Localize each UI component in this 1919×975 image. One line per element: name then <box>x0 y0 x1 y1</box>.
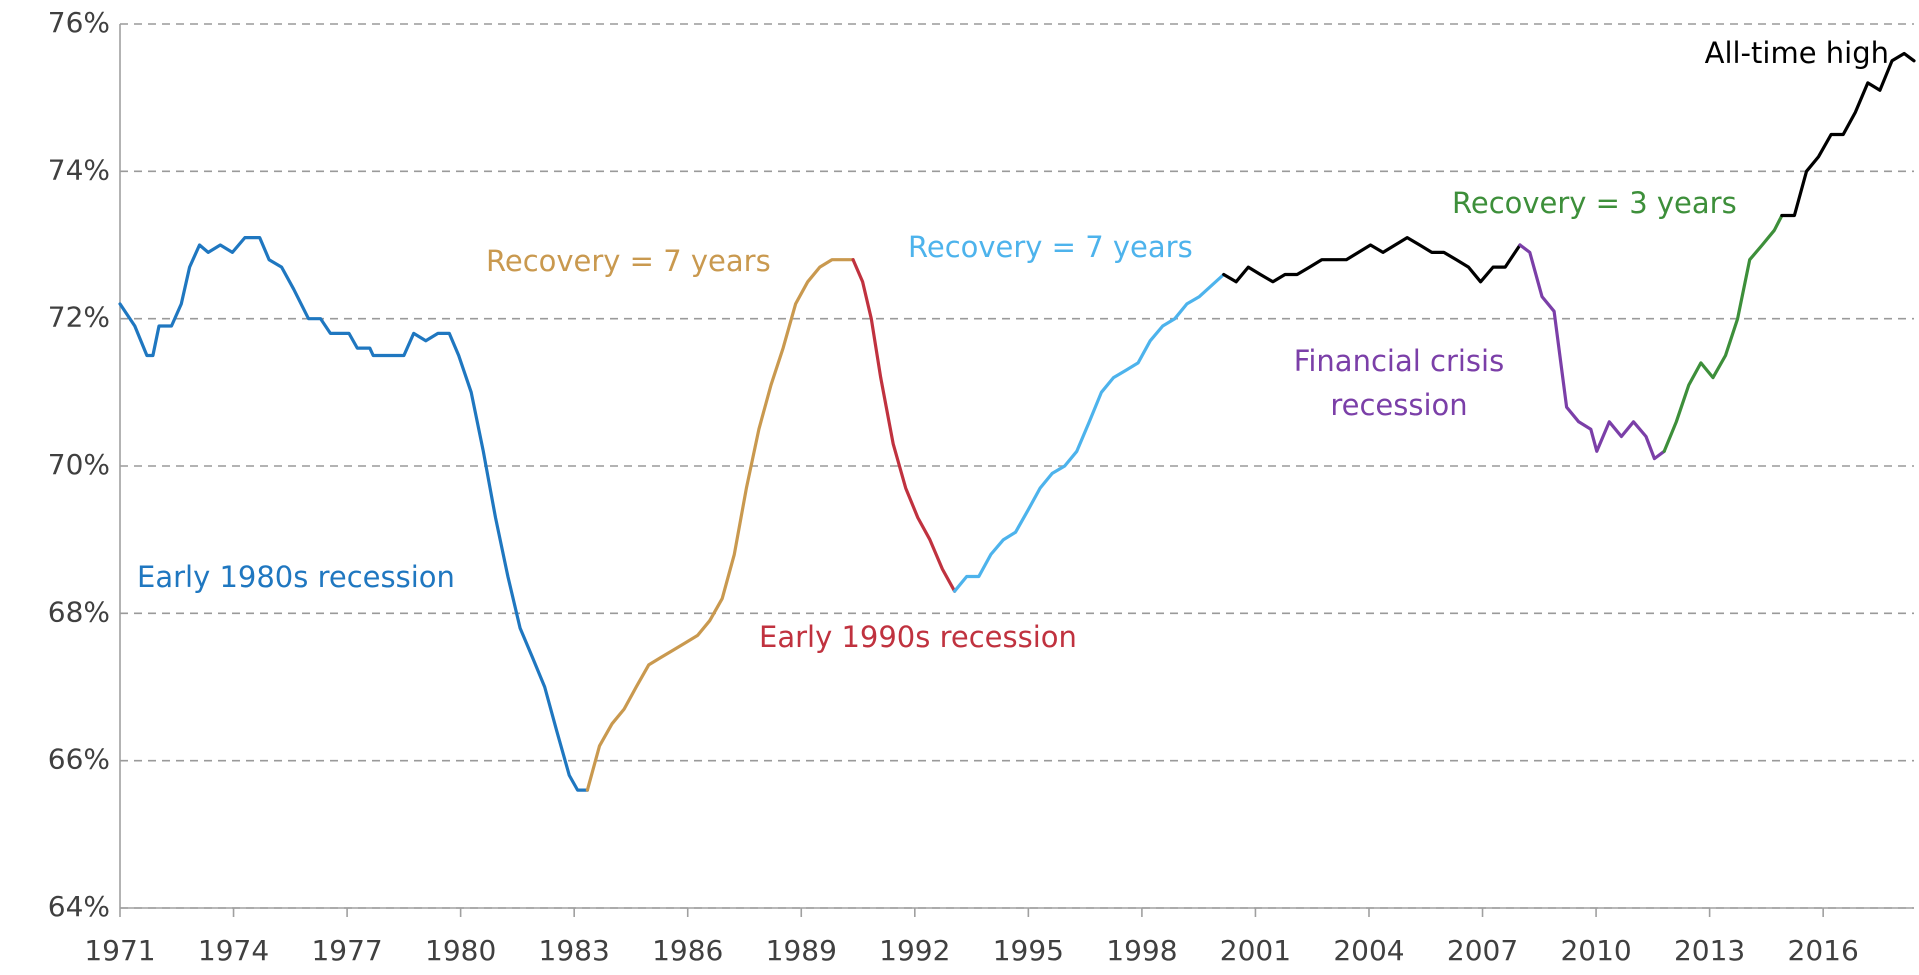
x-tick-label: 2013 <box>1674 934 1745 967</box>
x-tick-label: 1971 <box>84 934 155 967</box>
y-tick-label: 76% <box>48 6 110 39</box>
x-tick-label: 1980 <box>425 934 496 967</box>
x-tick-label: 2007 <box>1447 934 1518 967</box>
x-tick-label: 2004 <box>1333 934 1404 967</box>
annotation: Early 1980s recession <box>137 560 455 594</box>
annotation: Recovery = 7 years <box>908 230 1193 264</box>
annotation: recession <box>1330 388 1467 422</box>
x-tick-label: 1986 <box>652 934 723 967</box>
annotation: All-time high <box>1705 36 1889 70</box>
line-segment <box>953 272 1226 593</box>
x-tick-label: 2016 <box>1788 934 1859 967</box>
y-tick-label: 72% <box>48 301 110 334</box>
line-segment <box>851 258 957 593</box>
x-tick-label: 1974 <box>198 934 269 967</box>
x-tick-label: 1998 <box>1106 934 1177 967</box>
line-segment <box>118 236 589 792</box>
x-tick-label: 1992 <box>879 934 950 967</box>
line-segment <box>585 258 855 792</box>
y-tick-label: 70% <box>48 448 110 481</box>
x-tick-label: 1983 <box>539 934 610 967</box>
x-tick-label: 1995 <box>993 934 1064 967</box>
y-tick-label: 74% <box>48 153 110 186</box>
annotation: Financial crisis <box>1294 344 1504 378</box>
line-segment <box>1662 213 1784 453</box>
line-segment <box>1518 243 1666 461</box>
line-segment <box>1780 51 1916 218</box>
x-tick-label: 2010 <box>1560 934 1631 967</box>
x-tick-label: 1989 <box>766 934 837 967</box>
x-tick-label: 1977 <box>311 934 382 967</box>
y-tick-label: 66% <box>48 743 110 776</box>
y-tick-label: 68% <box>48 595 110 628</box>
x-tick-label: 2001 <box>1220 934 1291 967</box>
annotation: Early 1990s recession <box>759 620 1077 654</box>
y-tick-label: 64% <box>48 890 110 923</box>
annotation: Recovery = 3 years <box>1452 186 1737 220</box>
line-segment <box>1222 236 1522 284</box>
annotation: Recovery = 7 years <box>486 244 771 278</box>
